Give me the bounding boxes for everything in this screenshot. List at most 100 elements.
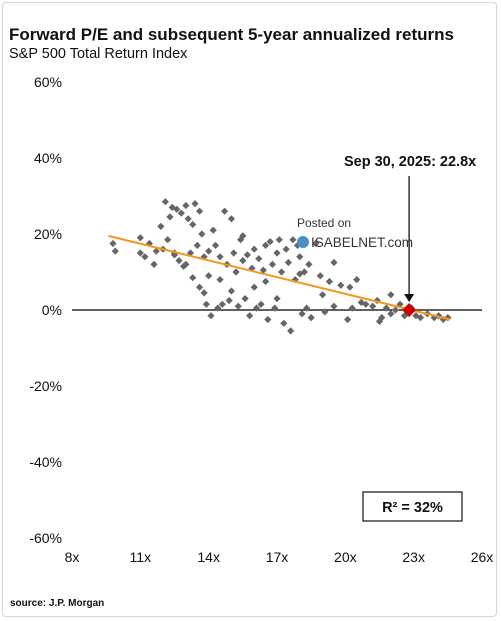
x-tick-label: 14x [197, 549, 220, 565]
scatter-point [182, 260, 190, 268]
watermark-line1: Posted on [297, 216, 351, 230]
scatter-point [227, 215, 236, 223]
scatter-point [221, 207, 229, 215]
scatter-point [243, 251, 251, 259]
scatter-point [191, 200, 199, 208]
scatter-point [391, 306, 400, 314]
isabelnet-watermark: Posted on ISABELNET.com [297, 216, 413, 250]
scatter-point [416, 314, 425, 322]
scatter-point [136, 234, 144, 242]
x-tick-label: 26x [471, 549, 494, 565]
scatter-point [382, 304, 390, 312]
scatter-point [275, 236, 283, 244]
scatter-point [268, 260, 277, 268]
scatter-point [189, 274, 197, 282]
scatter-point [318, 291, 327, 299]
scatter-point [444, 314, 452, 322]
scatter-point [307, 314, 315, 322]
scatter-point [316, 272, 324, 280]
scatter-point [330, 302, 338, 310]
scatter-point [214, 304, 222, 312]
scatter-point [344, 315, 352, 324]
scatter-point [109, 239, 117, 248]
scatter-point [173, 205, 181, 213]
x-tick-label: 23x [402, 549, 425, 565]
scatter-point [321, 308, 329, 316]
x-tick-label: 20x [334, 549, 357, 565]
scatter-point [259, 266, 267, 274]
scatter-point [289, 236, 297, 244]
scatter-point [346, 283, 354, 291]
scatter-point [209, 226, 217, 234]
scatter-point [312, 239, 320, 248]
r-squared-box: R² = 32% [362, 491, 463, 522]
y-tick-label: -20% [29, 378, 62, 394]
scatter-point [250, 283, 258, 291]
scatter-point [136, 249, 144, 257]
scatter-point [325, 277, 333, 286]
scatter-point [164, 236, 172, 244]
scatter-point [280, 319, 288, 327]
watermark-line2: ISABELNET.com [311, 235, 413, 250]
scatter-point [225, 296, 233, 305]
scatter-point [241, 295, 249, 303]
scatter-points [109, 198, 452, 335]
chart-title: Forward P/E and subsequent 5-year annual… [9, 25, 454, 44]
scatter-point [207, 312, 215, 320]
y-tick-label: -40% [29, 454, 62, 470]
scatter-point [175, 257, 183, 265]
scatter-point [239, 257, 247, 265]
scatter-point [157, 222, 165, 230]
y-tick-label: 60% [34, 74, 62, 90]
scatter-point [264, 315, 272, 324]
chart-subtitle: S&P 500 Total Return Index [9, 46, 188, 62]
scatter-point [282, 245, 290, 253]
scatter-point [232, 268, 240, 276]
scatter-point [387, 310, 395, 318]
scatter-point [166, 213, 174, 221]
trend-line [108, 234, 451, 321]
scatter-point [216, 253, 224, 261]
scatter-point [198, 230, 206, 238]
scatter-point [150, 260, 158, 268]
scatter-point [200, 253, 208, 261]
x-tick-label: 11x [130, 549, 152, 565]
x-tick-label: 17x [266, 549, 289, 565]
scatter-point [202, 300, 210, 308]
scatter-point [234, 302, 242, 310]
scatter-point [195, 283, 204, 291]
scatter-point [218, 300, 226, 308]
scatter-point [205, 247, 213, 255]
scatter-point [152, 247, 160, 255]
scatter-point [337, 281, 345, 289]
scatter-point [353, 276, 361, 284]
scatter-point [375, 317, 384, 325]
scatter-point [189, 220, 197, 229]
current-valuation-marker: Sep 30, 2025: 22.8x [344, 154, 476, 317]
scatter-point [227, 287, 236, 295]
scatter-point [277, 268, 286, 276]
highlight-label: Sep 30, 2025: 22.8x [344, 154, 476, 170]
scatter-point [141, 253, 149, 261]
scatter-point [296, 253, 304, 261]
highlight-point [402, 303, 417, 317]
scatter-point [287, 327, 295, 335]
y-tick-label: 40% [34, 150, 62, 166]
scatter-point [177, 209, 185, 217]
scatter-point [305, 260, 313, 268]
scatter-point [111, 247, 119, 255]
scatter-point [330, 258, 338, 267]
scatter-point [273, 249, 281, 257]
scatter-point [266, 238, 274, 246]
scatter-point [193, 241, 201, 249]
scatter-point [246, 312, 254, 320]
scatter-point [205, 272, 213, 280]
scatter-point [250, 245, 258, 253]
scatter-point [252, 304, 261, 312]
scatter-point [182, 201, 190, 210]
scatter-point [271, 304, 279, 312]
y-axis-ticks: 60% 40% 20% 0% -20% -40% -60% [29, 74, 62, 546]
x-tick-label: 8x [65, 549, 80, 565]
y-tick-label: -60% [29, 530, 62, 546]
